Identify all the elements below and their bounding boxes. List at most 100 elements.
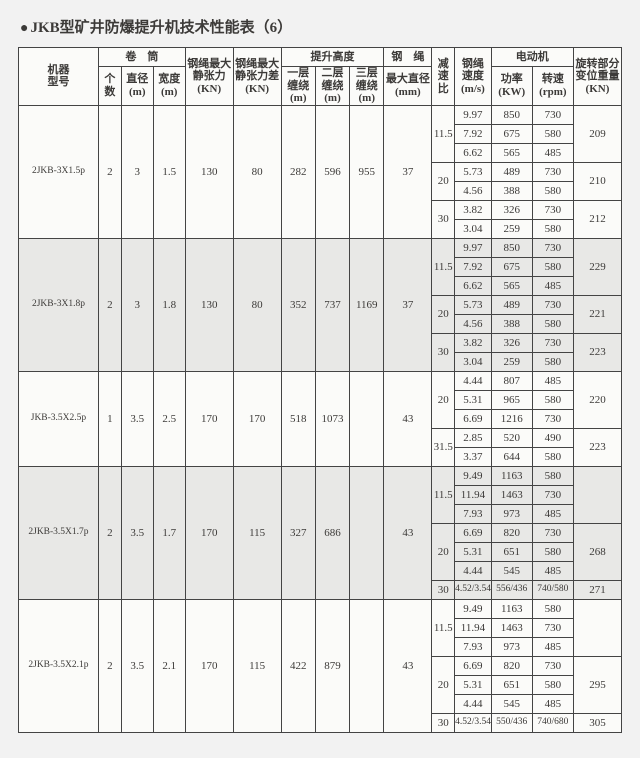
cell: 212 [573, 200, 621, 238]
cell: 11.5 [432, 105, 455, 162]
cell: 170 [185, 371, 233, 466]
cell: 737 [315, 238, 349, 371]
cell: 30 [432, 580, 455, 599]
cell: 7.92 [455, 257, 492, 276]
cell: 295 [573, 656, 621, 713]
cell: 388 [491, 314, 532, 333]
cell: 730 [532, 409, 573, 428]
cell: 130 [185, 238, 233, 371]
table-row: 2JKB-3.5X1.7p23.51.71701153276864311.59.… [19, 466, 622, 485]
cell: 730 [532, 162, 573, 181]
cell: 820 [491, 656, 532, 675]
cell: 730 [532, 485, 573, 504]
cell: 6.62 [455, 276, 492, 295]
cell [573, 466, 621, 523]
table-body: 2JKB-3X1.5p231.5130802825969553711.59.97… [19, 105, 622, 732]
cell: 223 [573, 333, 621, 371]
cell: 2 [98, 238, 121, 371]
cell: 965 [491, 390, 532, 409]
cell: 4.56 [455, 181, 492, 200]
cell: 2 [98, 599, 121, 732]
cell: 4.52/3.54 [455, 713, 492, 732]
cell: 820 [491, 523, 532, 542]
cell: 485 [532, 694, 573, 713]
cell: 3.82 [455, 333, 492, 352]
cell: 5.31 [455, 390, 492, 409]
cell: 3.04 [455, 219, 492, 238]
cell: 9.97 [455, 105, 492, 124]
table-row: 2JKB-3.5X2.1p23.52.11701154228794311.59.… [19, 599, 622, 618]
cell: 485 [532, 561, 573, 580]
cell: 1163 [491, 466, 532, 485]
cell [350, 599, 384, 732]
cell: 675 [491, 257, 532, 276]
cell: 326 [491, 333, 532, 352]
cell: 3.5 [121, 371, 153, 466]
table-header: 机器型号 卷 筒 钢绳最大静张力(KN) 钢绳最大静张力差(KN) 提升高度 钢… [19, 48, 622, 106]
cell: 11.5 [432, 599, 455, 656]
cell: 973 [491, 504, 532, 523]
cell: 6.69 [455, 656, 492, 675]
cell: 4.44 [455, 561, 492, 580]
h-lift3: 三层缠绕(m) [350, 67, 384, 106]
h-force-diff: 钢绳最大静张力差(KN) [233, 48, 281, 106]
cell: 580 [532, 447, 573, 466]
cell: 3.5 [121, 466, 153, 599]
h-force-max: 钢绳最大静张力(KN) [185, 48, 233, 106]
cell: 305 [573, 713, 621, 732]
title-text: JKB型矿井防爆提升机技术性能表（6） [30, 20, 292, 36]
cell: 7.93 [455, 504, 492, 523]
table-row: JKB-3.5X2.5p13.52.5170170518107343204.44… [19, 371, 622, 390]
cell: 580 [532, 219, 573, 238]
cell: 220 [573, 371, 621, 428]
cell: 580 [532, 124, 573, 143]
cell: 1463 [491, 618, 532, 637]
cell: 221 [573, 295, 621, 333]
cell: 518 [281, 371, 315, 466]
cell: 7.93 [455, 637, 492, 656]
cell: 1463 [491, 485, 532, 504]
cell: 686 [315, 466, 349, 599]
cell: 3 [121, 105, 153, 238]
cell: 485 [532, 143, 573, 162]
cell: 596 [315, 105, 349, 238]
cell: 30 [432, 200, 455, 238]
cell: 80 [233, 105, 281, 238]
cell: 388 [491, 181, 532, 200]
cell: 9.49 [455, 466, 492, 485]
cell: 80 [233, 238, 281, 371]
cell: 20 [432, 162, 455, 200]
cell: 259 [491, 219, 532, 238]
cell: 282 [281, 105, 315, 238]
cell: 1.5 [153, 105, 185, 238]
cell: 20 [432, 295, 455, 333]
cell: 730 [532, 200, 573, 219]
cell: 11.5 [432, 466, 455, 523]
cell: 644 [491, 447, 532, 466]
cell: 580 [532, 466, 573, 485]
cell: 740/680 [532, 713, 573, 732]
cell: 485 [532, 504, 573, 523]
cell: 6.69 [455, 409, 492, 428]
h-rope: 钢 绳 [384, 48, 432, 67]
cell: 1169 [350, 238, 384, 371]
cell: 580 [532, 352, 573, 371]
cell: 485 [532, 371, 573, 390]
cell: 1216 [491, 409, 532, 428]
cell: 30 [432, 333, 455, 371]
cell: 3.04 [455, 352, 492, 371]
cell: 20 [432, 371, 455, 428]
cell: 43 [384, 599, 432, 732]
cell: 580 [532, 675, 573, 694]
cell: 37 [384, 238, 432, 371]
cell: 170 [185, 599, 233, 732]
cell [350, 466, 384, 599]
cell [573, 599, 621, 656]
cell: 565 [491, 276, 532, 295]
cell: 20 [432, 656, 455, 713]
cell: 850 [491, 238, 532, 257]
cell: 3.5 [121, 599, 153, 732]
cell: 2JKB-3.5X1.7p [19, 466, 99, 599]
h-ratio: 减速比 [432, 48, 455, 106]
cell: 2.1 [153, 599, 185, 732]
